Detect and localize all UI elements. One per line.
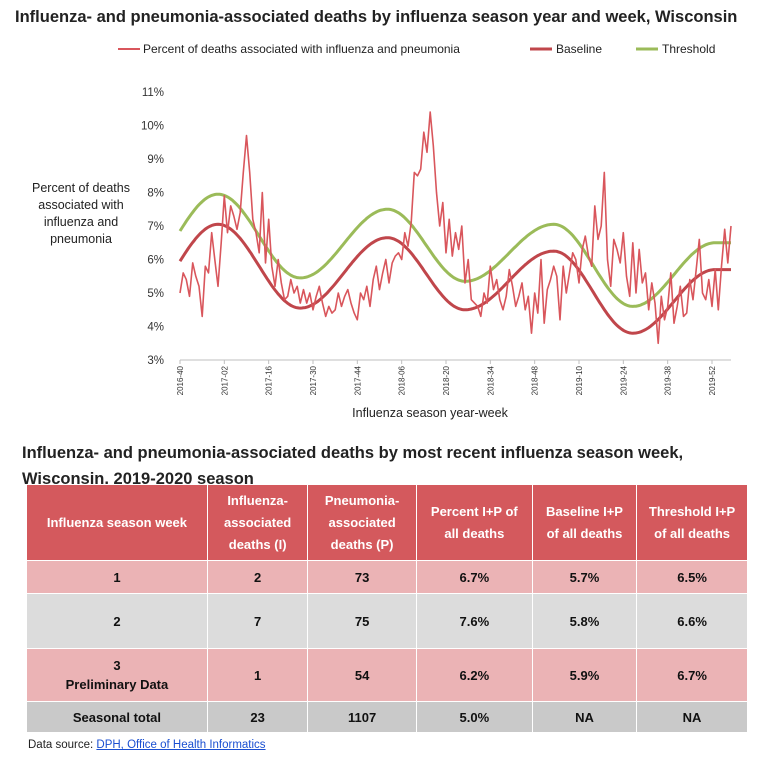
cell-pneumonia: 73 [307, 560, 417, 594]
table-row: 1 2 73 6.7% 5.7% 6.5% [26, 560, 748, 594]
cell-baseline: 5.8% [531, 593, 638, 649]
y-axis-label: Percent of deaths associated with influe… [32, 181, 130, 246]
cell-week-note: Preliminary Data [65, 677, 169, 692]
header-baseline-line: of all deaths [546, 525, 623, 541]
y-tick-label: 8% [147, 188, 164, 200]
header-pneumonia-line: deaths (P) [330, 536, 394, 552]
x-tick-label: 2019-10 [575, 365, 584, 395]
cell-percent: 6.7% [415, 560, 533, 594]
cell-influenza: 1 [206, 648, 309, 702]
table-header-row: Influenza season week Influenza- associa… [26, 484, 748, 561]
cell-total-baseline: NA [531, 701, 638, 733]
cell-week: 3 Preliminary Data [26, 648, 208, 702]
data-source-footer: Data source: DPH, Office of Health Infor… [28, 739, 266, 751]
x-tick-label: 2017-44 [353, 365, 362, 395]
cell-total-pneumonia: 1107 [307, 701, 417, 733]
header-threshold-line: Threshold I+P [648, 503, 736, 519]
header-pneumonia-line: Pneumonia- [324, 492, 400, 508]
header-influenza-line: Influenza- [227, 492, 288, 508]
table-total-row: Seasonal total 23 1107 5.0% NA NA [26, 701, 748, 733]
header-baseline-line: Baseline I+P [546, 503, 623, 519]
y-tick-label: 7% [147, 221, 164, 233]
data-source-link[interactable]: DPH, Office of Health Informatics [96, 739, 266, 751]
legend-label-baseline: Baseline [556, 42, 602, 56]
cell-threshold: 6.6% [636, 593, 748, 649]
x-tick-label: 2016-40 [176, 365, 185, 395]
header-influenza-line: associated [224, 514, 292, 530]
cell-total-label: Seasonal total [26, 701, 208, 733]
cell-week: 2 [26, 593, 208, 649]
header-pneumonia-line: associated [328, 514, 396, 530]
cell-total-percent: 5.0% [415, 701, 533, 733]
x-tick-label: 2019-38 [664, 365, 673, 395]
y-tick-label: 11% [142, 87, 164, 99]
x-tick-label: 2018-20 [442, 365, 451, 395]
x-axis-label: Influenza season year-week [352, 406, 508, 420]
y-tick-label: 6% [147, 255, 164, 267]
x-tick-label: 2017-30 [309, 365, 318, 395]
cell-baseline: 5.9% [531, 648, 638, 702]
header-week: Influenza season week [26, 484, 208, 561]
header-pneumonia: Pneumonia- associated deaths (P) [307, 484, 417, 561]
cell-percent: 6.2% [415, 648, 533, 702]
x-tick-label: 2018-48 [531, 365, 540, 395]
y-tick-label: 9% [147, 154, 164, 166]
header-percent: Percent I+P of all deaths [415, 484, 533, 561]
cell-pneumonia: 54 [307, 648, 417, 702]
y-tick-label: 4% [147, 322, 164, 334]
footer-prefix: Data source: [28, 739, 97, 751]
header-threshold-line: of all deaths [654, 525, 730, 541]
chart-title: Influenza- and pneumonia-associated deat… [15, 8, 738, 26]
y-tick-label: 10% [141, 121, 164, 133]
cell-total-influenza: 23 [206, 701, 309, 733]
y-tick-label: 5% [147, 288, 164, 300]
x-tick-label: 2019-24 [619, 365, 628, 395]
header-percent-line: all deaths [444, 525, 505, 541]
cell-week: 1 [26, 560, 208, 594]
x-tick-label: 2017-02 [220, 365, 229, 395]
table-row: 2 7 75 7.6% 5.8% 6.6% [26, 593, 748, 649]
cell-total-threshold: NA [636, 701, 748, 733]
percent-deaths-line [179, 111, 732, 345]
cell-influenza: 7 [206, 593, 309, 649]
cell-baseline: 5.7% [531, 560, 638, 594]
y-tick-label: 3% [147, 355, 164, 367]
header-threshold: Threshold I+P of all deaths [636, 484, 748, 561]
x-tick-label: 2019-52 [708, 365, 717, 395]
table-title-line1: Influenza- and pneumonia-associated deat… [22, 444, 684, 462]
header-influenza-line: deaths (I) [228, 536, 287, 552]
deaths-table: Influenza season week Influenza- associa… [26, 484, 748, 733]
x-tick-label: 2018-34 [486, 365, 495, 395]
legend-label-percent: Percent of deaths associated with influe… [143, 42, 460, 56]
header-percent-line: Percent I+P of [430, 503, 518, 519]
table-row: 3 Preliminary Data 1 54 6.2% 5.9% 6.7% [26, 648, 748, 702]
table-title-line2: Wisconsin, 2019-2020 season [22, 470, 254, 488]
table-title: Influenza- and pneumonia-associated deat… [22, 440, 683, 492]
header-baseline: Baseline I+P of all deaths [531, 484, 638, 561]
header-influenza: Influenza- associated deaths (I) [206, 484, 309, 561]
baseline-line [178, 222, 731, 335]
x-tick-label: 2017-16 [265, 365, 274, 395]
cell-percent: 7.6% [415, 593, 533, 649]
cell-influenza: 2 [206, 560, 309, 594]
line-chart: 3% 4% 5% 6% 7% 8% 9% 10% 11% 2016-40 2017-02 2017-1… [118, 42, 732, 395]
cell-week-number: 3 [113, 658, 121, 673]
cell-pneumonia: 75 [307, 593, 417, 649]
cell-threshold: 6.5% [636, 560, 748, 594]
cell-threshold: 6.7% [636, 648, 748, 702]
legend-label-threshold: Threshold [662, 42, 715, 56]
x-tick-label: 2018-06 [398, 365, 407, 395]
